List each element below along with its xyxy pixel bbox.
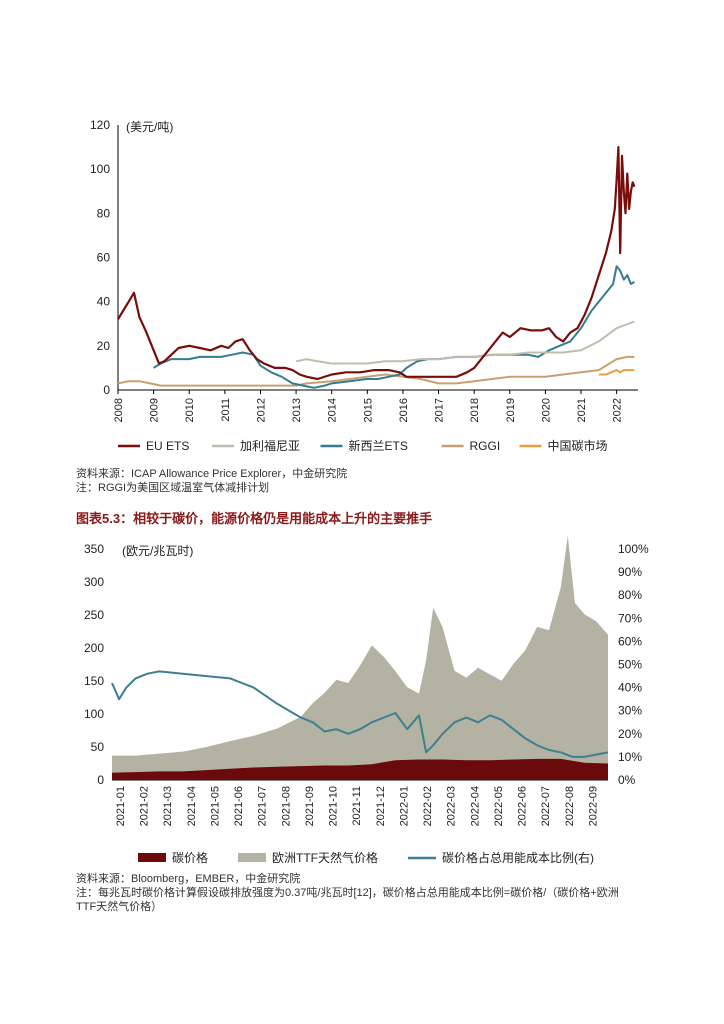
x-tick-label: 2008 <box>113 398 125 422</box>
x-tick-label: 2012 <box>255 398 267 422</box>
x-tick-label: 2021-10 <box>328 786 340 826</box>
x-tick-label: 2022-08 <box>564 786 576 826</box>
y2-tick-label: 0% <box>618 773 636 787</box>
y2-tick-label: 60% <box>618 634 642 648</box>
chart2-note: 注：每兆瓦时碳价格计算假设碳排放强度为0.37吨/兆瓦时[12]，碳价格占总用能… <box>76 887 619 913</box>
y2-tick-label: 10% <box>618 750 642 764</box>
y-tick-label: 300 <box>84 575 104 589</box>
series-line <box>295 320 635 365</box>
series-line <box>153 265 635 389</box>
y-tick-label: 250 <box>84 608 104 622</box>
chart1-note: 注：RGGI为美国区域温室气体减排计划 <box>76 482 270 494</box>
x-tick-label: 2022-04 <box>469 786 481 826</box>
x-tick-label: 2021-06 <box>233 786 245 826</box>
legend-label: 加利福尼亚 <box>240 438 300 453</box>
legend-label: 新西兰ETS <box>349 438 408 453</box>
x-tick-label: 2021 <box>576 398 588 422</box>
x-tick-label: 2020 <box>540 398 552 422</box>
x-tick-label: 2019 <box>505 398 517 422</box>
x-tick-label: 2022-09 <box>587 786 599 826</box>
x-tick-label: 2022-02 <box>422 786 434 826</box>
x-tick-label: 2010 <box>184 398 196 422</box>
figure-5-3-title: 图表5.3：相较于碳价，能源价格仍是用能成本上升的主要推手 <box>76 511 433 526</box>
x-tick-label: 2016 <box>398 398 410 422</box>
y-tick-label: 80 <box>97 206 111 220</box>
legend-swatch <box>238 853 266 862</box>
legend-label: 欧洲TTF天然气价格 <box>272 850 378 865</box>
legend-label: 碳价格占总用能成本比例(右) <box>442 850 594 865</box>
series-line <box>117 355 635 387</box>
x-tick-label: 2022-01 <box>398 786 410 826</box>
x-tick-label: 2021-07 <box>257 786 269 826</box>
legend-swatch <box>138 853 166 862</box>
x-tick-label: 2022-03 <box>446 786 458 826</box>
y-tick-label: 350 <box>84 542 104 556</box>
series-line <box>598 369 635 376</box>
y2-tick-label: 20% <box>618 727 642 741</box>
y2-tick-label: 50% <box>618 658 642 672</box>
x-tick-label: 2014 <box>327 398 339 422</box>
y-tick-label: 50 <box>91 740 105 754</box>
x-tick-label: 2021-12 <box>375 786 387 826</box>
x-tick-label: 2021-04 <box>186 786 198 826</box>
x-tick-label: 2021-08 <box>280 786 292 826</box>
y-tick-label: 200 <box>84 641 104 655</box>
x-tick-label: 2013 <box>291 398 303 422</box>
y2-tick-label: 90% <box>618 565 642 579</box>
y-tick-label: 40 <box>97 295 111 309</box>
x-tick-label: 2021-09 <box>304 786 316 826</box>
x-tick-label: 2011 <box>220 398 232 422</box>
legend-label: 碳价格 <box>172 850 208 865</box>
x-tick-label: 2022-07 <box>540 786 552 826</box>
unit-label: (欧元/兆瓦时) <box>122 544 193 558</box>
y2-tick-label: 30% <box>618 704 642 718</box>
y-tick-label: 150 <box>84 674 104 688</box>
y2-tick-label: 70% <box>618 611 642 625</box>
legend-label: EU ETS <box>146 439 189 453</box>
carbon-share-line <box>111 670 609 758</box>
x-tick-label: 2021-11 <box>351 786 363 826</box>
y2-tick-label: 40% <box>618 681 642 695</box>
chart1-source: 资料来源：ICAP Allowance Price Explorer，中金研究院 <box>76 468 348 480</box>
legend-label: RGGI <box>470 439 501 453</box>
y-tick-label: 120 <box>90 118 110 132</box>
x-tick-label: 2022-05 <box>493 786 505 826</box>
y-tick-label: 60 <box>97 251 111 265</box>
y-tick-label: 100 <box>84 707 104 721</box>
y-tick-label: 0 <box>97 773 104 787</box>
x-tick-label: 2021-03 <box>162 786 174 826</box>
x-tick-label: 2022 <box>612 398 624 422</box>
y-tick-label: 20 <box>97 339 111 353</box>
energy-cost-area-chart: 0 50 100 150 200 250 300 350 0% 10% 20% 30% 40% 50% 60… <box>84 535 649 865</box>
y2-tick-label: 100% <box>618 542 649 556</box>
y-tick-label: 100 <box>90 162 110 176</box>
carbon-price-area <box>112 758 608 780</box>
series-line <box>117 145 636 381</box>
chart2-source: 资料来源：Bloomberg，EMBER，中金研究院 <box>76 873 301 885</box>
x-tick-label: 2015 <box>362 398 374 422</box>
x-tick-label: 2009 <box>149 398 161 422</box>
legend-label: 中国碳市场 <box>548 438 608 453</box>
x-tick-label: 2021-01 <box>115 786 127 826</box>
y2-tick-label: 80% <box>618 588 642 602</box>
x-tick-label: 2022-06 <box>517 786 529 826</box>
unit-label: (美元/吨) <box>126 120 173 134</box>
x-tick-label: 2017 <box>434 398 446 422</box>
x-tick-label: 2018 <box>469 398 481 422</box>
x-tick-label: 2021-02 <box>139 786 151 826</box>
carbon-price-line-chart: 0 20 40 60 80 100 120 2008 2009 2010 2011 2012 2013 2… <box>90 118 638 453</box>
y-tick-label: 0 <box>103 383 110 397</box>
x-tick-label: 2021-05 <box>209 786 221 826</box>
